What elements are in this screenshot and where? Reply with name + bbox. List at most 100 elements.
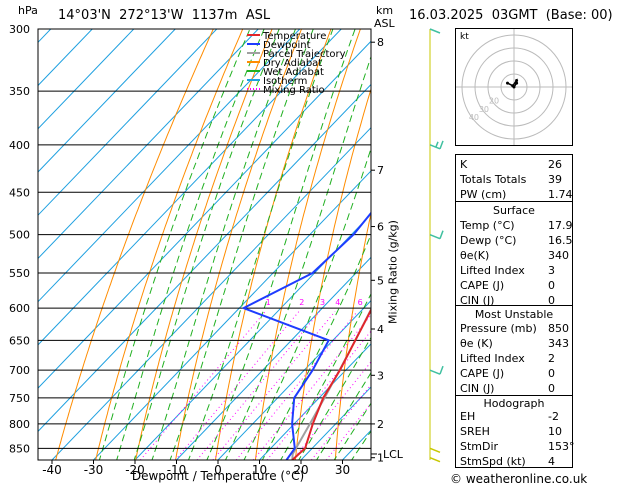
isotherm-line: [38, 40, 371, 389]
index-value: 3: [548, 264, 555, 277]
isotherm-line: [38, 29, 259, 260]
mixing-ratio-label: 15: [409, 298, 419, 307]
height-tick-label: 2: [377, 418, 384, 431]
dewpoint-profile: [242, 211, 371, 460]
hodograph-ring-label: 40: [469, 113, 479, 122]
surface-title: Surface: [493, 204, 535, 217]
isotherm-line: [38, 29, 176, 173]
index-value: 17.9: [548, 219, 573, 232]
mixing-ratio-label: 3: [320, 298, 325, 307]
index-label: EH: [460, 410, 476, 423]
pressure-tick-label: 750: [9, 392, 30, 405]
hodograph-point: [511, 84, 515, 88]
wet-adiabat-line: [243, 146, 371, 460]
index-value: 1.74: [548, 188, 573, 201]
temperature-tick-label: -30: [84, 463, 104, 477]
temperature-tick-label: -40: [42, 463, 62, 477]
pressure-tick-label: 300: [9, 23, 30, 36]
dry-adiabat-line: [254, 29, 361, 460]
temperature-tick-label: 10: [252, 463, 267, 477]
legend-label: Parcel Trajectory: [263, 49, 346, 60]
hodograph-point: [506, 81, 509, 85]
index-label: Totals Totals: [460, 173, 527, 186]
pressure-tick-label: 450: [9, 186, 30, 199]
dry-adiabat-line: [334, 211, 371, 460]
indices-panel: K 26 Totals Totals 39 PW (cm) 1.74 Surface Te…: [455, 154, 575, 469]
mixing-ratio-label: 2: [299, 298, 304, 307]
height-tick-label: 8: [377, 36, 384, 49]
index-label: CIN (J): [460, 294, 495, 307]
index-value: 340: [548, 249, 569, 262]
pressure-tick-label: 700: [9, 364, 30, 377]
pressure-tick-label: 550: [9, 267, 30, 280]
pressure-tick-label: 350: [9, 85, 30, 98]
hodograph-units-label: kt: [460, 32, 469, 42]
dry-adiabat-line: [215, 29, 332, 460]
index-row: CIN (J) 0: [460, 294, 568, 308]
index-value: 153°: [548, 440, 575, 453]
wind-barb-staff: [429, 447, 441, 454]
index-value: 0: [548, 382, 555, 395]
wind-barb-flag: [439, 140, 444, 150]
index-row: Totals Totals 39: [460, 173, 568, 187]
index-value: 343: [548, 337, 569, 350]
mixing-ratio-line: [311, 383, 371, 460]
wind-barb-flag: [439, 365, 444, 375]
wind-barb-staff: [429, 144, 441, 150]
index-label: Dewp (°C): [460, 234, 517, 247]
wet-adiabat-line: [316, 371, 371, 460]
index-label: PW (cm): [460, 188, 507, 201]
pressure-tick-label: 650: [9, 334, 30, 347]
wind-barb-staff: [429, 456, 441, 463]
dry-adiabat-line: [294, 87, 371, 460]
wet-adiabat-line: [169, 29, 314, 460]
mixing-ratio-label: 25: [441, 298, 451, 307]
hodograph-point: [515, 79, 519, 82]
index-row: StmSpd (kt) 4: [460, 455, 568, 469]
plot-area: 1 2 3 4 6 8 10 15 20 25: [0, 29, 625, 460]
pressure-tick-label: 400: [9, 139, 30, 152]
height-tick-label: 7: [377, 164, 384, 177]
index-label: Temp (°C): [460, 219, 515, 232]
index-row: PW (cm) 1.74: [460, 188, 573, 202]
mixing-ratio-axis-title: Mixing Ratio (g/kg): [386, 220, 400, 324]
height-tick-label: 6: [377, 221, 384, 234]
index-value: 26: [548, 158, 562, 171]
index-row: CAPE (J) 0: [460, 367, 568, 381]
wet-adiabat-line: [224, 55, 371, 460]
wet-adiabat-line: [98, 29, 251, 460]
wet-adiabat-line: [206, 29, 356, 460]
run-datetime: 16.03.2025 03GMT (Base: 00): [409, 8, 613, 23]
mixing-ratio-label: 4: [335, 298, 340, 307]
credit-text: © weatheronline.co.uk: [450, 472, 588, 486]
isotherm-line: [0, 29, 9, 460]
index-label: StmSpd (kt): [460, 455, 526, 468]
lcl-label: LCL: [383, 448, 404, 461]
wet-adiabat-line: [151, 29, 296, 460]
index-row: Pressure (mb) 850: [460, 322, 569, 336]
station-location: 14°03'N 272°13'W 1137m ASL: [58, 8, 271, 23]
index-label: CIN (J): [460, 382, 495, 395]
index-value: 4: [548, 455, 555, 468]
dry-adiabat-line: [604, 29, 625, 460]
units-hpa-label: hPa: [18, 4, 38, 17]
index-row: K 26: [460, 158, 568, 172]
isotherm-line: [38, 29, 135, 130]
pressure-tick-label: 850: [9, 442, 30, 455]
temperature-tick-label: -10: [167, 463, 187, 477]
wind-barb-staff: [429, 369, 441, 375]
index-row: Lifted Index 3: [460, 264, 568, 278]
dry-adiabat-line: [55, 29, 214, 460]
dry-adiabat-line: [135, 29, 273, 460]
wind-barb-staff: [429, 233, 441, 240]
plot-frame: [37, 28, 372, 461]
index-label: Lifted Index: [460, 264, 525, 277]
isotherm-line: [300, 386, 371, 460]
height-tick-label: 1: [377, 452, 384, 465]
legend-label: Dewpoint: [263, 40, 311, 51]
index-label: StmDir: [460, 440, 499, 453]
temperature-tick-label: 20: [293, 463, 308, 477]
isotherm-line: [38, 29, 218, 216]
index-value: 0: [548, 367, 555, 380]
